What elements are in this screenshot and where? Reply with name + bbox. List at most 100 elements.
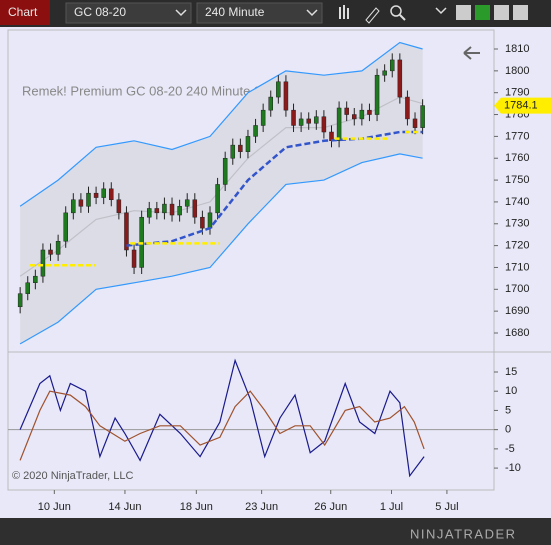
candle-body <box>207 212 213 229</box>
y-tick-label: 1720 <box>505 240 529 252</box>
candle-body <box>283 81 289 111</box>
x-tick-label: 14 Jun <box>108 501 141 513</box>
candle-body <box>146 208 152 218</box>
y-tick-label: 10 <box>505 385 517 397</box>
y-tick-label: 1810 <box>505 43 529 55</box>
logo: NINJATRADER <box>410 526 517 541</box>
y-tick-label: -5 <box>505 443 515 455</box>
candle-body <box>101 188 106 198</box>
candle-body <box>230 144 236 159</box>
candle-body <box>306 118 311 124</box>
candle-body <box>245 136 251 152</box>
interval: 240 Minute <box>205 5 265 19</box>
bars-icon[interactable] <box>339 5 349 19</box>
y-tick-label: 1760 <box>505 152 529 164</box>
candle-body <box>352 114 357 120</box>
y-tick-label: 1750 <box>505 174 529 186</box>
candle-body <box>154 208 160 214</box>
x-tick-label: 18 Jun <box>180 501 213 513</box>
y-tick-label: 1740 <box>505 196 529 208</box>
band-upper <box>19 41 423 207</box>
oscillator-line <box>19 390 425 461</box>
price-marker <box>494 97 551 114</box>
minimize[interactable] <box>456 5 471 20</box>
candle-body <box>336 107 342 142</box>
candle-body <box>55 240 61 255</box>
tab-label: Chart <box>8 5 38 19</box>
candle-body <box>184 199 190 207</box>
y-tick-label: 0 <box>505 424 511 436</box>
y-tick-label: 1690 <box>505 305 529 317</box>
candle-body <box>382 70 387 76</box>
tab[interactable] <box>0 0 50 25</box>
copyright: © 2020 NinjaTrader, LLC <box>12 470 133 482</box>
candle-body <box>321 116 327 133</box>
y-tick-label: 1800 <box>505 65 529 77</box>
candle-body <box>215 184 220 214</box>
candle-body <box>412 118 418 128</box>
candle-body <box>131 249 137 268</box>
candle-body <box>374 74 380 115</box>
candle-body <box>116 199 122 214</box>
zoom-handle <box>399 14 406 21</box>
candle-body <box>71 199 76 214</box>
candle-body <box>177 206 182 216</box>
candle-body <box>420 105 425 128</box>
y-tick-label: 1770 <box>505 130 529 142</box>
candle-body <box>314 116 319 124</box>
instrument-select[interactable] <box>65 2 192 24</box>
candle-body <box>169 203 175 216</box>
y-tick-label: 1700 <box>505 283 529 295</box>
candle-body <box>276 81 281 98</box>
y-tick-label: -10 <box>505 462 521 474</box>
maximize[interactable] <box>494 5 509 20</box>
candle-body <box>109 188 114 200</box>
oscillator-line <box>19 358 425 478</box>
instrument: GC 08-20 <box>74 5 126 19</box>
candle-body <box>192 199 198 218</box>
x-tick-label: 5 Jul <box>435 501 458 513</box>
back-arrow[interactable] <box>463 46 480 60</box>
candle-body <box>238 144 243 152</box>
price-marker-label: 1784.1 <box>504 99 538 111</box>
chart-layer: 1680 1690 1700 1710 1720 1730 1740 1750 1760 1770… <box>8 41 551 513</box>
candle-body <box>93 192 99 198</box>
dropdown-arrow <box>175 9 187 17</box>
trend-line <box>126 130 423 247</box>
candle-body <box>397 59 403 98</box>
candle-body <box>344 107 349 115</box>
candle-body <box>298 118 304 126</box>
candle-body <box>367 109 372 115</box>
candle-body <box>268 96 273 111</box>
candle-body <box>405 96 410 120</box>
candle-body <box>222 157 228 185</box>
candle-body <box>253 125 258 137</box>
y-tick-label: 1730 <box>505 218 529 230</box>
candle-body <box>86 192 91 207</box>
y-tick-label: 5 <box>505 404 511 416</box>
zoom-icon[interactable] <box>390 5 402 17</box>
candle-body <box>25 282 30 294</box>
y-tick-label: 15 <box>505 366 517 378</box>
candle-body <box>33 275 38 284</box>
y-tick-label: 1790 <box>505 87 529 99</box>
candle-body <box>17 293 23 308</box>
close[interactable] <box>513 5 528 20</box>
link[interactable] <box>475 5 490 20</box>
y-tick-label: 1710 <box>505 261 529 273</box>
x-tick-label: 1 Jul <box>380 501 403 513</box>
menu-arrow[interactable] <box>435 7 447 15</box>
candle-body <box>78 199 84 207</box>
candle-body <box>40 249 46 277</box>
draw-icon[interactable] <box>365 7 380 24</box>
candle-body <box>124 212 129 251</box>
x-tick-label: 26 Jun <box>314 501 347 513</box>
candle-body <box>48 249 53 255</box>
interval-select[interactable] <box>196 2 323 24</box>
x-tick-label: 23 Jun <box>245 501 278 513</box>
candle-body <box>260 109 266 126</box>
candle-body <box>359 109 365 120</box>
candle-body <box>200 216 205 229</box>
